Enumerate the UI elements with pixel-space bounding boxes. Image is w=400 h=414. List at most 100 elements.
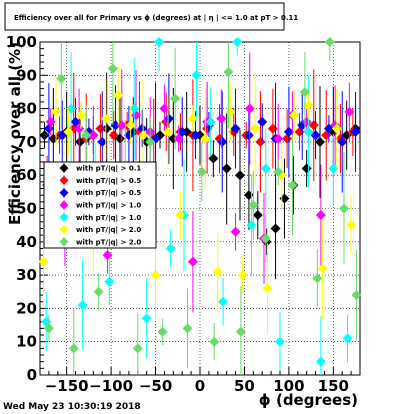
data-point [145, 136, 156, 147]
data-point [257, 116, 268, 127]
data-point [177, 126, 188, 137]
legend-label: with pT/|q| > 0.5 [76, 189, 141, 198]
data-point [100, 113, 111, 124]
x-tick-label: 50 [234, 377, 255, 395]
data-point [102, 250, 113, 261]
data-point [129, 103, 140, 114]
data-point [273, 133, 284, 144]
data-point [56, 73, 67, 84]
data-point [88, 130, 99, 141]
data-point [342, 333, 353, 344]
data-point [157, 326, 168, 337]
data-point [301, 116, 312, 127]
data-point [246, 220, 257, 231]
timestamp: Wed May 23 10:30:19 2018 [3, 402, 141, 412]
data-point [209, 336, 220, 347]
y-tick-label: 40 [16, 233, 37, 251]
data-point [223, 66, 234, 77]
y-tick-label: 20 [16, 299, 37, 317]
legend-marker [59, 212, 69, 222]
data-point [283, 126, 294, 137]
data-point [170, 93, 181, 104]
data-point [75, 110, 86, 121]
data-point [248, 200, 259, 211]
data-point [163, 113, 174, 124]
data-point [108, 130, 119, 141]
data-point [337, 136, 348, 147]
data-point [232, 37, 243, 47]
x-tick-label: 0 [195, 377, 205, 395]
data-point [250, 123, 261, 134]
data-point [138, 130, 149, 141]
data-point [81, 130, 92, 141]
data-point [317, 263, 328, 274]
data-point [315, 136, 325, 147]
legend: with pT/|q| > 0.1 with pT/|q| > 0.5 with p… [43, 161, 157, 249]
legend-label: with pT/|q| > 0.1 [76, 165, 141, 174]
data-point [270, 223, 281, 234]
title-box [4, 2, 285, 31]
data-point [95, 123, 106, 134]
series-3 [43, 73, 361, 195]
data-point [51, 106, 61, 117]
data-point [187, 256, 198, 267]
data-point [275, 336, 285, 347]
x-tick-label: −50 [139, 377, 172, 395]
y-tick-label: 80 [16, 100, 37, 118]
data-point [331, 123, 342, 134]
data-point [191, 70, 202, 81]
data-point [165, 243, 176, 254]
legend-marker [59, 188, 69, 198]
data-point [212, 266, 223, 277]
data-point [303, 100, 314, 111]
series-7 [43, 37, 362, 375]
data-point [243, 130, 254, 141]
data-point [312, 273, 323, 284]
data-point [255, 136, 266, 147]
legend-label: with pT/|q| > 2.0 [76, 226, 141, 235]
x-tick-label: 100 [273, 377, 304, 395]
data-point [205, 116, 216, 127]
data-point [235, 326, 246, 337]
data-point [315, 356, 326, 367]
data-point [328, 163, 339, 174]
data-point [154, 37, 165, 47]
data-point [217, 136, 228, 147]
y-tick-label: 50 [16, 200, 37, 218]
data-point [63, 126, 74, 137]
data-point [262, 283, 273, 294]
data-point [230, 226, 241, 237]
legend-marker [59, 163, 69, 173]
data-point [74, 123, 85, 134]
data-point [339, 203, 349, 214]
legend-marker [59, 237, 69, 247]
x-axis-title: ϕ (degrees) [259, 391, 358, 409]
y-axis-title: Efficiency over all (%) [6, 42, 24, 225]
data-point [351, 290, 362, 301]
data-point [101, 123, 112, 134]
legend-label: with pT/|q| > 1.0 [76, 202, 141, 211]
data-point [159, 103, 170, 114]
y-tick-label: 70 [16, 133, 37, 151]
data-point [125, 120, 136, 131]
data-point [299, 86, 310, 97]
legend-label: with pT/|q| > 2.0 [76, 238, 141, 247]
data-point [287, 180, 298, 191]
data-point [190, 130, 201, 141]
data-point [216, 113, 227, 124]
data-point [346, 220, 357, 231]
data-point [173, 133, 184, 144]
data-point [93, 286, 104, 297]
data-point [141, 313, 152, 324]
y-tick-label: 10 [16, 333, 37, 351]
data-point [68, 343, 79, 354]
data-point [252, 210, 263, 221]
data-point [187, 113, 198, 124]
data-point [237, 270, 248, 281]
x-tick-label: −100 [89, 377, 133, 395]
y-tick-label: 90 [16, 66, 37, 84]
y-tick-label: 100 [6, 33, 37, 51]
data-points [38, 37, 362, 375]
data-point [39, 130, 50, 141]
data-point [303, 126, 314, 137]
